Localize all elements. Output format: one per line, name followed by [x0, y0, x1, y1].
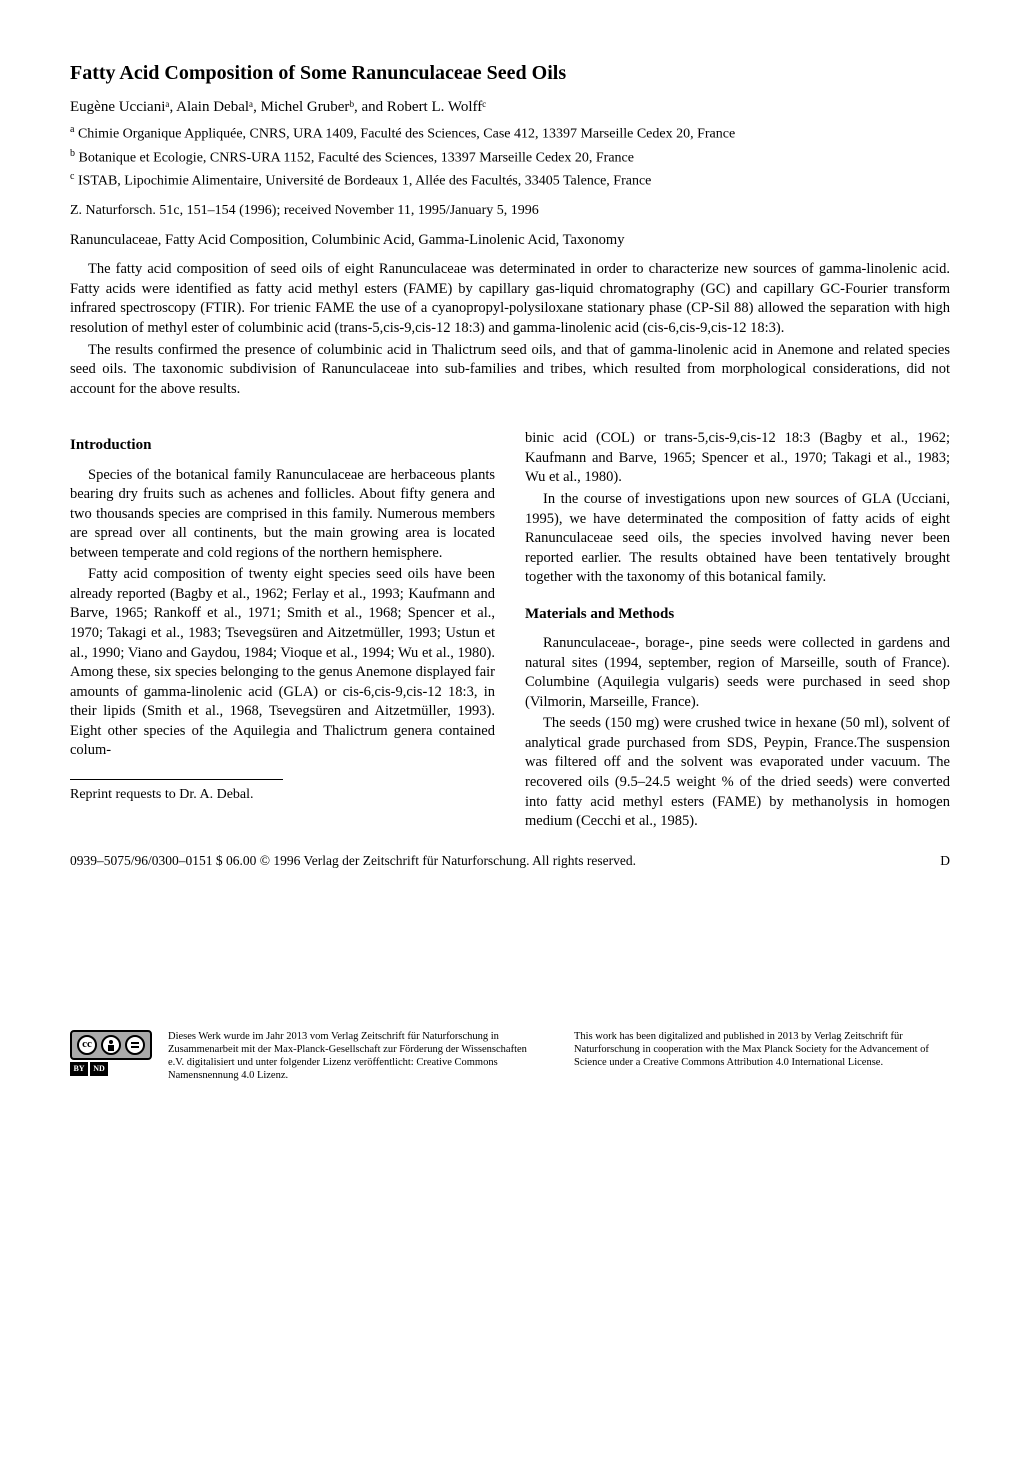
affiliation-c: c ISTAB, Lipochimie Alimentaire, Univers… — [70, 170, 950, 192]
affiliation-a-text: Chimie Organique Appliquée, CNRS, URA 14… — [78, 127, 735, 142]
body-columns: Introduction Species of the botanical fa… — [70, 429, 950, 833]
intro-p1: Species of the botanical family Ranuncul… — [70, 466, 495, 564]
abstract: The fatty acid composition of seed oils … — [70, 260, 950, 399]
right-column: binic acid (COL) or trans-5,cis-9,cis-12… — [525, 429, 950, 833]
footnote-divider — [70, 779, 283, 780]
copyright-text: 0939–5075/96/0300–0151 $ 06.00 © 1996 Ve… — [70, 852, 636, 870]
paper-title: Fatty Acid Composition of Some Ranuncula… — [70, 60, 950, 87]
methods-p2: The seeds (150 mg) were crushed twice in… — [525, 714, 950, 831]
cc-notice-de: Dieses Werk wurde im Jahr 2013 vom Verla… — [168, 1030, 544, 1083]
nd-label: ND — [90, 1062, 108, 1076]
affiliation-c-text: ISTAB, Lipochimie Alimentaire, Universit… — [78, 174, 651, 189]
sup-b: b — [70, 148, 75, 159]
affiliations-block: a Chimie Organique Appliquée, CNRS, URA … — [70, 123, 950, 192]
authors: Eugène Uccianiᵃ, Alain Debalᵃ, Michel Gr… — [70, 97, 950, 117]
cc-badge: cc BY ND — [70, 1030, 152, 1076]
by-label: BY — [70, 1062, 88, 1076]
footer-right: D — [940, 852, 950, 870]
abstract-p1: The fatty acid composition of seed oils … — [70, 260, 950, 338]
methods-heading: Materials and Methods — [525, 604, 950, 624]
affiliation-a: a Chimie Organique Appliquée, CNRS, URA … — [70, 123, 950, 145]
affiliation-b: b Botanique et Ecologie, CNRS-URA 1152, … — [70, 147, 950, 169]
abstract-p2: The results confirmed the presence of co… — [70, 341, 950, 400]
cc-notice-en: This work has been digitalized and publi… — [574, 1030, 950, 1083]
by-icon — [101, 1035, 121, 1055]
nd-icon — [125, 1035, 145, 1055]
cc-icon: cc — [77, 1035, 97, 1055]
copyright-footer: 0939–5075/96/0300–0151 $ 06.00 © 1996 Ve… — [70, 852, 950, 870]
sup-a: a — [70, 124, 74, 135]
sup-c: c — [70, 171, 74, 182]
introduction-heading: Introduction — [70, 435, 495, 455]
cc-license-block: cc BY ND Dieses Werk wurde im Jahr 2013 … — [70, 1030, 950, 1083]
intro-p3: In the course of investigations upon new… — [525, 490, 950, 588]
left-column: Introduction Species of the botanical fa… — [70, 429, 495, 833]
intro-p2: Fatty acid composition of twenty eight s… — [70, 565, 495, 761]
affiliation-b-text: Botanique et Ecologie, CNRS-URA 1152, Fa… — [79, 150, 634, 165]
keywords: Ranunculaceae, Fatty Acid Composition, C… — [70, 231, 950, 251]
intro-p2-cont: binic acid (COL) or trans-5,cis-9,cis-12… — [525, 429, 950, 488]
reprint-notice: Reprint requests to Dr. A. Debal. — [70, 786, 495, 805]
journal-citation: Z. Naturforsch. 51c, 151–154 (1996); rec… — [70, 202, 950, 221]
methods-p1: Ranunculaceae-, borage-, pine seeds were… — [525, 634, 950, 712]
